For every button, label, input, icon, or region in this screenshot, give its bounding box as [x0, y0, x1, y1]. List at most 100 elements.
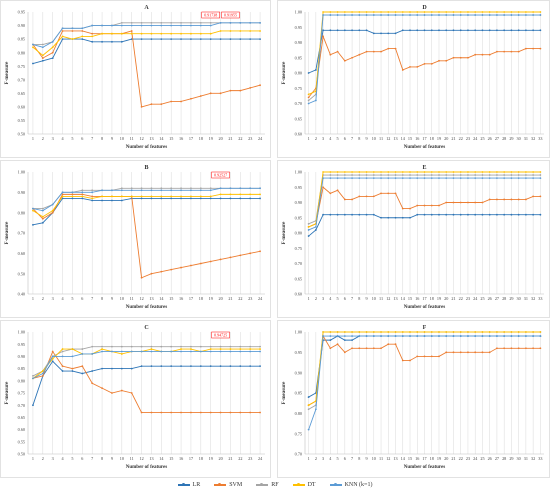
- data-point-knn-k-1: [249, 187, 252, 190]
- data-point-dt: [539, 11, 542, 13]
- data-point-lr: [532, 29, 535, 32]
- data-point-knn-k-1: [336, 177, 339, 180]
- legend-item-lr: LR: [177, 479, 200, 491]
- data-point-svm: [474, 53, 477, 56]
- x-tick-label: 30: [517, 456, 521, 461]
- data-point-lr: [358, 29, 361, 32]
- data-point-dt: [401, 171, 404, 173]
- data-point-dt: [307, 226, 310, 228]
- data-point-svm: [343, 351, 346, 354]
- x-tick-label: 23: [466, 136, 470, 141]
- data-point-knn-k-1: [372, 335, 375, 337]
- data-point-knn-k-1: [91, 191, 94, 194]
- data-point-svm: [387, 192, 390, 195]
- data-point-knn-k-1: [81, 191, 84, 194]
- data-point-svm: [199, 95, 202, 97]
- data-point-svm: [452, 56, 455, 59]
- x-tick-label: 19: [437, 136, 441, 141]
- data-point-knn-k-1: [51, 40, 54, 43]
- data-point-rf: [91, 189, 94, 192]
- data-point-rf: [180, 21, 182, 24]
- data-point-svm: [372, 50, 375, 53]
- data-point-rf: [140, 21, 143, 24]
- data-point-dt: [307, 93, 310, 96]
- data-point-knn-k-1: [438, 177, 440, 180]
- data-point-lr: [387, 32, 390, 35]
- data-point-svm: [160, 103, 163, 106]
- data-point-svm: [365, 50, 368, 53]
- data-point-lr: [488, 213, 491, 216]
- data-point-lr: [71, 370, 74, 372]
- data-point-lr: [209, 197, 212, 200]
- chart-panel-d: D0.600.650.700.750.800.850.900.951.001 2 3…: [277, 0, 550, 158]
- y-tick-label: 0.50: [18, 271, 25, 276]
- annotation-box: [201, 11, 220, 19]
- data-point-dt: [199, 195, 202, 198]
- data-point-lr: [101, 199, 103, 202]
- data-point-dt: [394, 331, 397, 333]
- data-point-knn-k-1: [365, 335, 368, 337]
- data-point-knn-k-1: [190, 189, 192, 192]
- y-tick-label: 0.75: [295, 86, 302, 91]
- y-tick-label: 0.60: [18, 427, 25, 432]
- data-point-lr: [219, 365, 222, 368]
- data-point-svm: [372, 195, 375, 198]
- data-point-knn-k-1: [423, 14, 426, 16]
- data-point-knn-k-1: [503, 335, 506, 337]
- data-point-knn-k-1: [430, 177, 433, 180]
- data-point-knn-k-1: [160, 350, 163, 353]
- y-axis-label: F-measure: [5, 221, 10, 244]
- data-point-knn-k-1: [496, 177, 498, 180]
- data-point-dt: [229, 193, 232, 196]
- data-point-dt: [430, 331, 433, 333]
- data-point-svm: [343, 198, 346, 201]
- data-point-lr: [101, 40, 103, 43]
- x-tick-label: 26: [488, 456, 492, 461]
- data-point-svm: [351, 56, 353, 59]
- data-point-knn-k-1: [229, 21, 232, 24]
- data-point-dt: [358, 331, 361, 333]
- data-point-lr: [120, 199, 123, 202]
- data-point-svm: [474, 201, 477, 204]
- data-point-lr: [209, 38, 212, 41]
- y-tick-label: 0.95: [295, 25, 302, 30]
- data-point-svm: [190, 264, 192, 267]
- data-point-knn-k-1: [81, 353, 84, 355]
- data-point-rf: [140, 187, 143, 190]
- data-point-lr: [32, 62, 34, 65]
- data-point-lr: [358, 213, 361, 216]
- x-tick-label: 14: [159, 456, 164, 461]
- data-point-dt: [452, 11, 455, 13]
- data-point-knn-k-1: [111, 24, 113, 27]
- data-point-svm: [229, 89, 232, 92]
- data-point-svm: [488, 198, 491, 201]
- data-point-knn-k-1: [532, 14, 535, 16]
- data-point-dt: [423, 331, 426, 333]
- data-point-lr: [190, 38, 192, 41]
- x-tick-label: 12: [386, 136, 390, 141]
- series-line-knn-k-1: [32, 187, 261, 212]
- x-tick-label: 18: [199, 136, 203, 141]
- x-tick-label: 27: [495, 456, 499, 461]
- data-point-knn-k-1: [409, 14, 411, 16]
- data-point-rf: [120, 21, 123, 24]
- data-point-dt: [380, 331, 382, 333]
- data-point-dt: [510, 171, 513, 173]
- data-point-rf: [41, 43, 44, 46]
- data-point-knn-k-1: [314, 408, 317, 411]
- data-point-knn-k-1: [358, 335, 361, 337]
- data-point-knn-k-1: [343, 14, 346, 16]
- y-axis-label: F-measure: [282, 61, 287, 84]
- data-point-knn-k-1: [474, 177, 477, 180]
- x-tick-label: 22: [238, 456, 242, 461]
- x-tick-label: 6: [81, 456, 83, 461]
- x-tick-label: 4: [329, 136, 332, 141]
- x-tick-label: 19: [437, 456, 441, 461]
- data-point-lr: [239, 38, 242, 41]
- data-point-dt: [539, 171, 542, 173]
- data-point-svm: [481, 351, 484, 354]
- data-point-lr: [259, 365, 261, 368]
- data-point-dt: [81, 35, 84, 38]
- data-point-knn-k-1: [180, 350, 182, 353]
- annotation-label: 0.92527: [214, 173, 227, 178]
